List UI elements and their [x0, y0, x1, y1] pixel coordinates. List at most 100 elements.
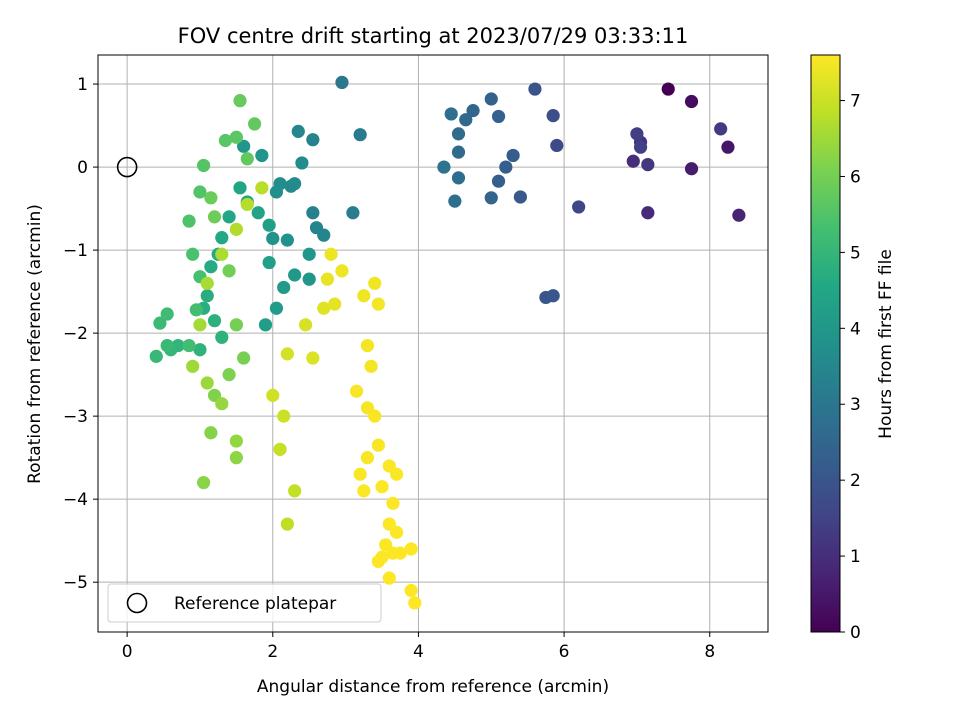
data-point: [335, 264, 349, 278]
x-tick-label: 8: [704, 642, 715, 662]
data-point: [298, 318, 313, 332]
data-point: [393, 546, 407, 560]
data-point: [306, 133, 320, 147]
colorbar-gradient: [810, 54, 841, 633]
data-point: [255, 148, 269, 163]
data-point: [684, 162, 699, 176]
data-point: [714, 122, 728, 136]
data-point: [186, 247, 200, 261]
data-point: [222, 210, 236, 224]
data-point: [444, 107, 458, 121]
data-point: [368, 409, 382, 423]
data-point: [371, 297, 385, 311]
data-point: [448, 194, 462, 208]
data-point: [149, 349, 163, 363]
data-point: [346, 206, 360, 220]
data-point: [317, 228, 331, 242]
x-tick-label: 4: [413, 642, 424, 662]
y-tick-label: 1: [77, 75, 88, 95]
data-point: [273, 442, 287, 456]
data-point: [182, 214, 196, 228]
data-point: [499, 160, 513, 174]
data-point: [491, 174, 506, 188]
data-point: [302, 272, 316, 286]
data-point: [404, 583, 418, 598]
data-point: [200, 289, 214, 303]
x-tick-label: 6: [559, 642, 570, 662]
data-point: [360, 451, 375, 465]
plot-frame: [97, 54, 769, 633]
data-point: [484, 92, 498, 106]
data-point: [160, 307, 174, 321]
data-point: [546, 109, 560, 123]
data-point: [306, 206, 320, 220]
data-point: [328, 297, 342, 311]
data-point: [262, 255, 276, 270]
data-point: [353, 467, 367, 481]
data-point: [371, 554, 385, 569]
data-point: [266, 388, 280, 402]
colorbar-tick-label: 0: [850, 623, 861, 643]
data-point: [732, 208, 746, 222]
data-point: [661, 82, 675, 96]
data-point: [371, 438, 385, 452]
data-point: [189, 303, 203, 317]
data-point: [368, 276, 382, 290]
data-point: [233, 181, 247, 195]
data-point: [204, 260, 218, 274]
data-point: [193, 318, 207, 332]
data-point: [408, 596, 422, 610]
data-point: [229, 130, 243, 144]
data-point: [317, 301, 331, 315]
data-point: [207, 314, 222, 328]
data-point: [277, 280, 291, 295]
data-point: [626, 154, 640, 168]
data-point: [528, 82, 542, 96]
data-point: [233, 94, 247, 108]
data-point: [218, 133, 233, 148]
data-point: [572, 200, 586, 214]
data-point: [375, 480, 389, 494]
data-point: [196, 475, 211, 490]
y-axis: 1 0 −1 −2 −3 −4 −5: [63, 75, 98, 593]
data-point: [633, 140, 648, 154]
data-point: [255, 181, 269, 195]
data-point: [269, 301, 284, 315]
data-point: [451, 171, 466, 185]
y-tick-label: −4: [63, 490, 88, 510]
data-point: [320, 272, 335, 286]
data-point: [186, 359, 200, 373]
data-point: [357, 484, 371, 498]
data-point: [280, 517, 294, 531]
data-point: [302, 247, 316, 261]
colorbar-tick-label: 1: [850, 547, 861, 567]
colorbar-tick-label: 2: [850, 471, 861, 491]
y-tick-label: −1: [63, 241, 88, 261]
data-point: [295, 156, 309, 170]
data-point: [291, 124, 305, 138]
data-point: [404, 542, 418, 556]
data-point: [200, 276, 214, 290]
data-point: [222, 368, 236, 382]
y-axis-label: Rotation from reference (arcmin): [25, 204, 45, 484]
colorbar-tick-label: 5: [850, 243, 861, 263]
colorbar-tick-label: 7: [850, 92, 861, 112]
data-point: [160, 338, 174, 353]
data-point: [506, 148, 520, 163]
data-point: [262, 218, 276, 232]
colorbar-label: Hours from first FF file: [876, 249, 896, 439]
data-point: [251, 206, 265, 220]
data-point: [229, 222, 243, 236]
data-point: [237, 139, 251, 153]
legend-box: [107, 583, 382, 623]
data-point: [240, 152, 254, 166]
data-point: [266, 231, 280, 246]
data-point: [153, 316, 167, 330]
data-point: [357, 289, 371, 303]
data-point: [546, 289, 560, 303]
data-point: [229, 451, 243, 465]
data-point: [269, 185, 284, 199]
data-point: [721, 140, 735, 154]
data-point: [306, 351, 320, 365]
